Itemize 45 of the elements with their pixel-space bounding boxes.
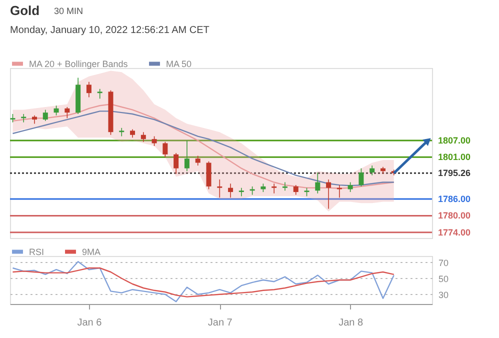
candlestick — [293, 184, 298, 196]
line-series — [12, 267, 394, 298]
x-tick-label: Jan 7 — [208, 318, 233, 328]
chart-title: Gold — [10, 3, 40, 18]
candlestick — [86, 82, 92, 98]
candlestick — [97, 88, 102, 100]
y-tick-label: 1807.00 — [438, 135, 471, 146]
chart-subtitle: Monday, January 10, 2022 12:56:21 AM CET — [10, 25, 210, 36]
candlestick — [282, 182, 288, 192]
line-series — [12, 261, 394, 302]
candlestick — [64, 106, 70, 119]
candlestick — [162, 141, 168, 158]
y-tick-label: 1801.00 — [438, 152, 471, 162]
candlestick — [152, 136, 157, 146]
y-tick-label: 1780.00 — [438, 210, 471, 221]
y-tick-label: 30 — [438, 290, 449, 300]
y-tick-label: 1774.00 — [438, 227, 471, 238]
candlestick — [228, 183, 234, 198]
y-tick-label: 70 — [438, 258, 449, 268]
candlestick — [119, 128, 124, 137]
x-tick-label: Jan 8 — [338, 318, 364, 328]
y-tick-label: 1795.26 — [438, 168, 471, 178]
y-tick-label: 50 — [438, 274, 449, 284]
candlestick — [238, 187, 244, 197]
candlestick — [217, 179, 222, 198]
y-tick-label: 1786.00 — [438, 194, 471, 204]
legend-label: MA 20 + Bollinger Bands — [29, 58, 128, 69]
legend-label: RSI — [29, 246, 44, 257]
x-tick-label: Jan 6 — [77, 318, 102, 328]
candlestick — [54, 105, 59, 116]
candlestick — [358, 168, 364, 187]
candlestick — [42, 109, 48, 122]
candlestick — [370, 165, 375, 176]
candlestick — [206, 160, 212, 190]
legend-label: 9MA — [82, 246, 101, 257]
candlestick — [348, 182, 353, 192]
candlestick — [195, 155, 200, 166]
text: 30 MIN — [54, 6, 84, 16]
candlestick — [272, 183, 277, 194]
legend-label: MA 50 — [166, 58, 192, 69]
candlestick — [315, 172, 320, 194]
candlestick — [174, 152, 179, 174]
candlestick — [326, 179, 332, 210]
candlestick — [140, 132, 146, 142]
candlestick — [184, 140, 190, 172]
